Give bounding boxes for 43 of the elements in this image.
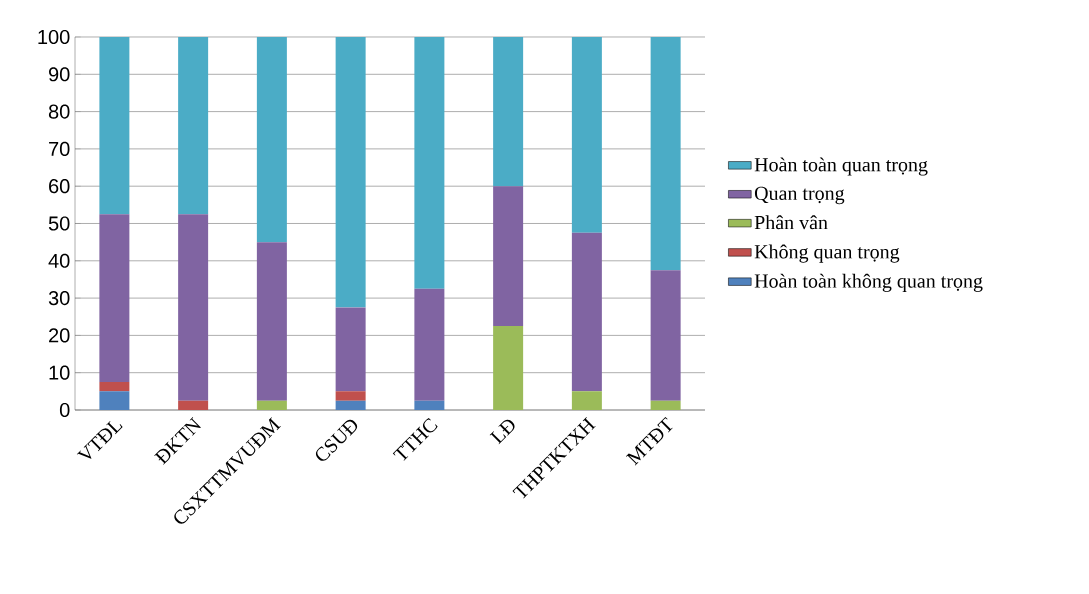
y-tick-label: 30 <box>48 291 70 306</box>
y-tick-label: 20 <box>49 328 70 343</box>
bar <box>571 232 602 392</box>
legend-label: Hoàn toàn không quan trọng <box>754 273 983 292</box>
legend-label: Không quan trọng <box>754 244 900 263</box>
legend-label: Phân vân <box>754 215 828 230</box>
bar <box>335 400 366 410</box>
bar <box>99 37 130 215</box>
y-tick-label: 40 <box>48 253 70 268</box>
bar <box>99 391 130 410</box>
y-tick-label: 70 <box>49 141 70 156</box>
bar <box>256 242 287 401</box>
bar <box>178 37 209 215</box>
bar <box>178 214 209 401</box>
bar <box>650 270 681 401</box>
bar <box>256 37 287 243</box>
y-tick-label: 10 <box>49 365 70 380</box>
bar <box>335 37 366 308</box>
bar <box>571 37 602 233</box>
bar <box>414 400 445 410</box>
bar <box>650 400 681 410</box>
bar <box>650 37 681 271</box>
bar <box>493 186 524 327</box>
bar <box>571 391 602 410</box>
legend-label: Hoàn toàn quan trọng <box>754 157 928 176</box>
bar <box>99 382 130 392</box>
bar <box>99 214 130 383</box>
y-tick-label: 80 <box>48 104 70 119</box>
y-tick-label: 90 <box>48 67 70 82</box>
bar <box>178 400 209 410</box>
y-tick-label: 100 <box>38 29 70 45</box>
x-tick-label: LĐ <box>489 419 515 445</box>
legend-label: Quan trọng <box>754 186 845 205</box>
bar <box>335 391 366 401</box>
bar <box>256 400 287 410</box>
bar <box>493 37 524 187</box>
y-tick-label: 50 <box>48 216 70 231</box>
bar <box>493 326 524 410</box>
y-tick-label: 60 <box>49 179 70 194</box>
bar <box>414 37 445 289</box>
y-tick-label: 0 <box>59 402 70 418</box>
bar <box>414 288 445 401</box>
bar <box>335 307 366 392</box>
